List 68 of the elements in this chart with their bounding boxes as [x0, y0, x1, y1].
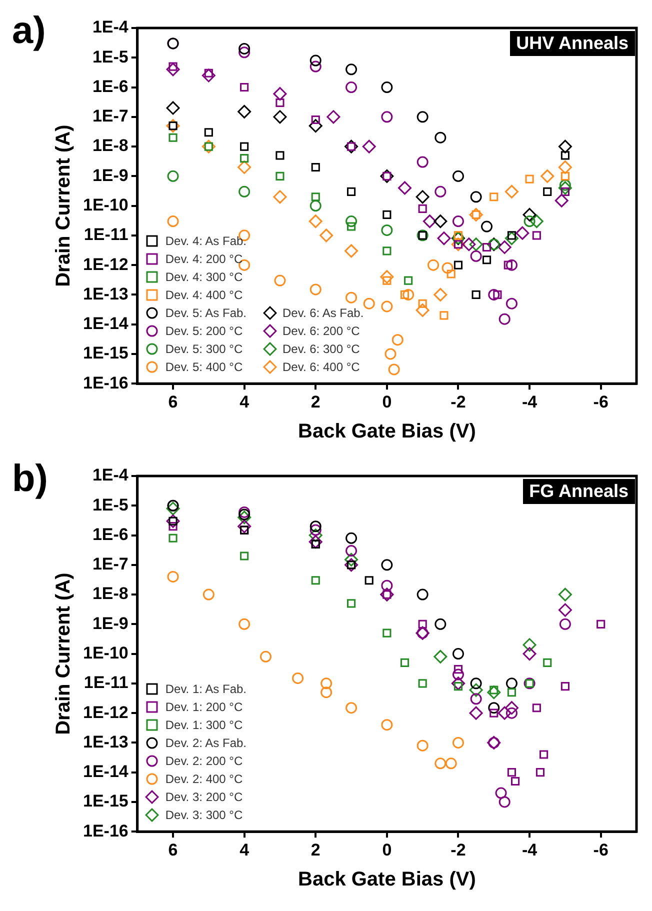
legend-label: Dev. 6: As Fab.: [282, 306, 364, 320]
text: b): [12, 458, 48, 501]
y-axis-title: Drain Current (A): [52, 124, 75, 287]
y-tick-label: 1E-16: [82, 373, 128, 392]
y-tick-label: 1E-7: [92, 106, 128, 126]
y-tick-label: 1E-4: [92, 18, 129, 37]
legend-label: Dev. 4: 200 °C: [165, 252, 243, 266]
x-tick-label: 6: [168, 392, 178, 412]
legend-label: Dev. 3: 200 °C: [165, 790, 243, 804]
legend-label: Dev. 6: 300 °C: [282, 342, 360, 356]
x-tick-label: -4: [522, 392, 538, 412]
y-tick-label: 1E-13: [82, 732, 128, 752]
legend-label: Dev. 1: 300 °C: [165, 718, 243, 732]
legend-label: Dev. 1: As Fab.: [165, 682, 247, 696]
x-tick-label: -6: [593, 392, 608, 412]
y-tick-label: 1E-16: [82, 821, 128, 840]
y-tick-label: 1E-13: [82, 284, 128, 304]
y-tick-label: 1E-12: [82, 254, 128, 274]
x-tick-label: -2: [450, 840, 466, 860]
x-tick-label: 2: [310, 392, 320, 412]
x-axis-title: Back Gate Bias (V): [298, 868, 476, 891]
legend-label: Dev. 5: 400 °C: [165, 360, 243, 374]
legend-label: Dev. 4: 300 °C: [165, 270, 243, 284]
y-tick-label: 1E-14: [82, 762, 129, 782]
legend-label: Dev. 4: As Fab.: [165, 234, 247, 248]
x-tick-label: 4: [240, 392, 250, 412]
y-tick-label: 1E-8: [92, 136, 128, 156]
y-tick-label: 1E-9: [92, 614, 128, 633]
x-tick-label: 2: [310, 840, 320, 860]
legend-label: Dev. 6: 400 °C: [282, 360, 360, 374]
y-tick-label: 1E-5: [92, 495, 128, 514]
legend-label: Dev. 6: 200 °C: [282, 324, 360, 338]
x-tick-label: 6: [168, 840, 178, 860]
y-tick-label: 1E-6: [92, 76, 128, 96]
text: a): [12, 10, 46, 53]
y-axis-title: Drain Current (A): [52, 572, 75, 735]
legend-label: Dev. 4: 400 °C: [165, 288, 243, 302]
y-tick-label: 1E-7: [92, 554, 128, 574]
y-tick-label: 1E-8: [92, 584, 128, 604]
chart-title: FG Anneals: [523, 479, 634, 504]
y-tick-label: 1E-4: [92, 466, 129, 485]
legend-label: Dev. 5: As Fab.: [165, 306, 247, 320]
x-tick-label: 0: [382, 840, 392, 860]
y-tick-label: 1E-5: [92, 47, 128, 66]
x-tick-label: -2: [450, 392, 466, 412]
y-tick-label: 1E-10: [82, 643, 128, 662]
y-tick-label: 1E-12: [82, 702, 128, 722]
legend-label: Dev. 3: 300 °C: [165, 808, 243, 822]
x-tick-label: -4: [522, 840, 538, 860]
legend-label: Dev. 5: 200 °C: [165, 324, 243, 338]
y-tick-label: 1E-9: [92, 166, 128, 185]
x-tick-label: -6: [593, 840, 608, 860]
legend-label: Dev. 1: 200 °C: [165, 700, 243, 714]
legend-label: Dev. 2: 200 °C: [165, 754, 243, 768]
y-tick-label: 1E-10: [82, 195, 128, 214]
legend-label: Dev. 2: 400 °C: [165, 772, 243, 786]
y-tick-label: 1E-11: [84, 225, 128, 244]
y-tick-label: 1E-14: [82, 314, 129, 334]
legend-label: Dev. 5: 300 °C: [165, 342, 243, 356]
y-tick-label: 1E-6: [92, 524, 128, 544]
x-tick-label: 0: [382, 392, 392, 412]
x-axis-title: Back Gate Bias (V): [298, 420, 476, 443]
legend-label: Dev. 2: As Fab.: [165, 736, 247, 750]
chart-title: UHV Anneals: [510, 31, 634, 56]
x-tick-label: 4: [240, 840, 250, 860]
y-tick-label: 1E-11: [84, 673, 128, 692]
y-tick-label: 1E-15: [82, 792, 128, 811]
y-tick-label: 1E-15: [82, 344, 128, 363]
